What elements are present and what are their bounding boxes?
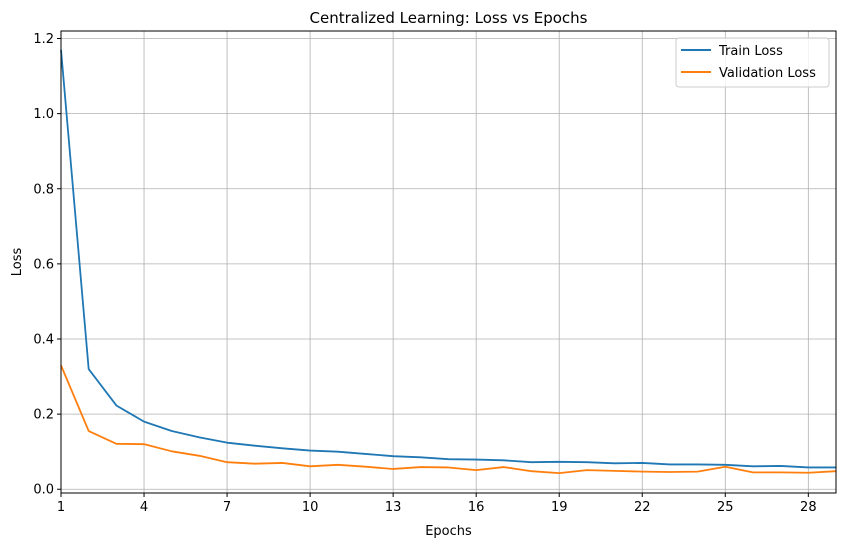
- series-lines: [60, 49, 837, 474]
- x-tick-label: 1: [57, 500, 65, 515]
- validation-loss-line: [60, 364, 837, 474]
- y-tick-label: 1.2: [33, 32, 54, 47]
- y-tick-label: 0.0: [33, 483, 54, 498]
- y-tick-label: 0.2: [33, 408, 54, 423]
- plot-frame: [60, 30, 837, 494]
- x-axis-label: Epochs: [425, 524, 472, 539]
- x-tick-label: 22: [634, 500, 651, 515]
- y-tick-label: 0.4: [33, 333, 54, 348]
- x-tick-label: 4: [140, 500, 148, 515]
- y-tick-label: 0.6: [33, 257, 54, 272]
- x-tick-label: 10: [302, 500, 319, 515]
- legend-validation-label: Validation Loss: [719, 66, 816, 81]
- x-tick-label: 28: [800, 500, 817, 515]
- legend-box: [675, 37, 830, 88]
- train-loss-line: [60, 49, 836, 469]
- x-axis: 1 4 7 10 13 16 19 22 25 28: [57, 493, 817, 515]
- y-tick-label: 1.0: [33, 107, 54, 122]
- x-tick-label: 7: [223, 500, 231, 515]
- y-tick-label: 0.8: [33, 182, 54, 197]
- y-axis: 0.0 0.2 0.4 0.6 0.8 1.0 1.2: [33, 32, 61, 498]
- legend: Train Loss Validation Loss: [675, 37, 830, 88]
- grid: [60, 31, 836, 493]
- chart-title: Centralized Learning: Loss vs Epochs: [310, 9, 588, 27]
- x-tick-label: 16: [468, 500, 485, 515]
- x-tick-label: 19: [551, 500, 568, 515]
- y-axis-label: Loss: [10, 248, 25, 277]
- x-tick-label: 25: [717, 500, 734, 515]
- x-tick-label: 13: [385, 500, 402, 515]
- legend-train-label: Train Loss: [718, 44, 783, 59]
